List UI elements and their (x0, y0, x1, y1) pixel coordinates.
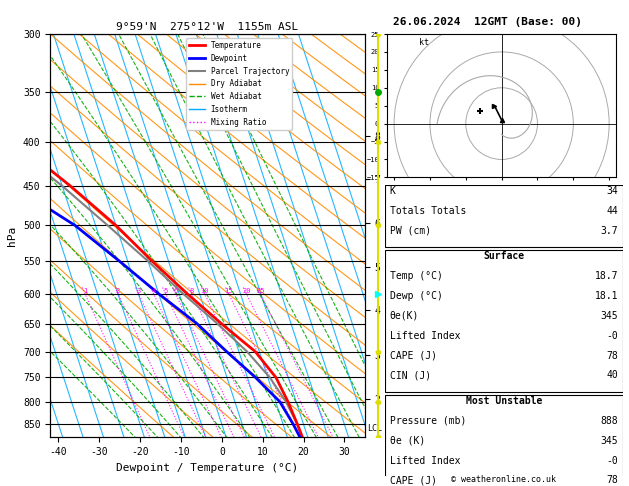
Text: Lifted Index: Lifted Index (390, 331, 460, 341)
Text: 5: 5 (164, 288, 168, 294)
Text: 40: 40 (606, 370, 618, 381)
Text: LCL: LCL (367, 424, 382, 434)
Text: 345: 345 (600, 311, 618, 321)
Title: 9°59'N  275°12'W  1155m ASL: 9°59'N 275°12'W 1155m ASL (116, 22, 299, 32)
Text: 20: 20 (242, 288, 250, 294)
Text: 3: 3 (136, 288, 141, 294)
Text: 8: 8 (189, 288, 194, 294)
Text: 10: 10 (201, 288, 209, 294)
Y-axis label: km
ASL: km ASL (397, 225, 415, 246)
Text: 6: 6 (174, 288, 178, 294)
Text: PW (cm): PW (cm) (390, 226, 431, 236)
Text: -0: -0 (606, 331, 618, 341)
Text: 34: 34 (606, 186, 618, 196)
Text: Lifted Index: Lifted Index (390, 455, 460, 466)
Text: Totals Totals: Totals Totals (390, 206, 466, 216)
Text: Surface: Surface (483, 251, 525, 261)
Y-axis label: hPa: hPa (8, 226, 18, 246)
Text: 78: 78 (606, 475, 618, 486)
Legend: Temperature, Dewpoint, Parcel Trajectory, Dry Adiabat, Wet Adiabat, Isotherm, Mi: Temperature, Dewpoint, Parcel Trajectory… (186, 38, 292, 130)
Text: θe(K): θe(K) (390, 311, 419, 321)
Text: 3.7: 3.7 (600, 226, 618, 236)
Bar (385, 250, 623, 392)
Text: © weatheronline.co.uk: © weatheronline.co.uk (451, 474, 555, 484)
Text: 1: 1 (83, 288, 87, 294)
Text: 345: 345 (600, 436, 618, 446)
Text: CIN (J): CIN (J) (390, 370, 431, 381)
Text: 18.7: 18.7 (594, 271, 618, 281)
Text: θe (K): θe (K) (390, 436, 425, 446)
X-axis label: Dewpoint / Temperature (°C): Dewpoint / Temperature (°C) (116, 463, 299, 473)
Text: Pressure (mb): Pressure (mb) (390, 416, 466, 426)
Text: CAPE (J): CAPE (J) (390, 475, 437, 486)
Text: 888: 888 (600, 416, 618, 426)
Text: 78: 78 (606, 350, 618, 361)
Text: 26.06.2024  12GMT (Base: 00): 26.06.2024 12GMT (Base: 00) (393, 17, 582, 27)
Text: K: K (390, 186, 396, 196)
Text: 4: 4 (152, 288, 156, 294)
Text: kt: kt (419, 38, 429, 47)
Text: Dewp (°C): Dewp (°C) (390, 291, 443, 301)
Text: Temp (°C): Temp (°C) (390, 271, 443, 281)
Text: 18.1: 18.1 (594, 291, 618, 301)
Text: 15: 15 (225, 288, 233, 294)
Bar (385, 185, 623, 247)
Text: 2: 2 (116, 288, 120, 294)
Text: 44: 44 (606, 206, 618, 216)
Text: CAPE (J): CAPE (J) (390, 350, 437, 361)
Text: -0: -0 (606, 455, 618, 466)
Text: Most Unstable: Most Unstable (465, 396, 542, 406)
Text: 25: 25 (256, 288, 265, 294)
Bar (385, 395, 623, 486)
